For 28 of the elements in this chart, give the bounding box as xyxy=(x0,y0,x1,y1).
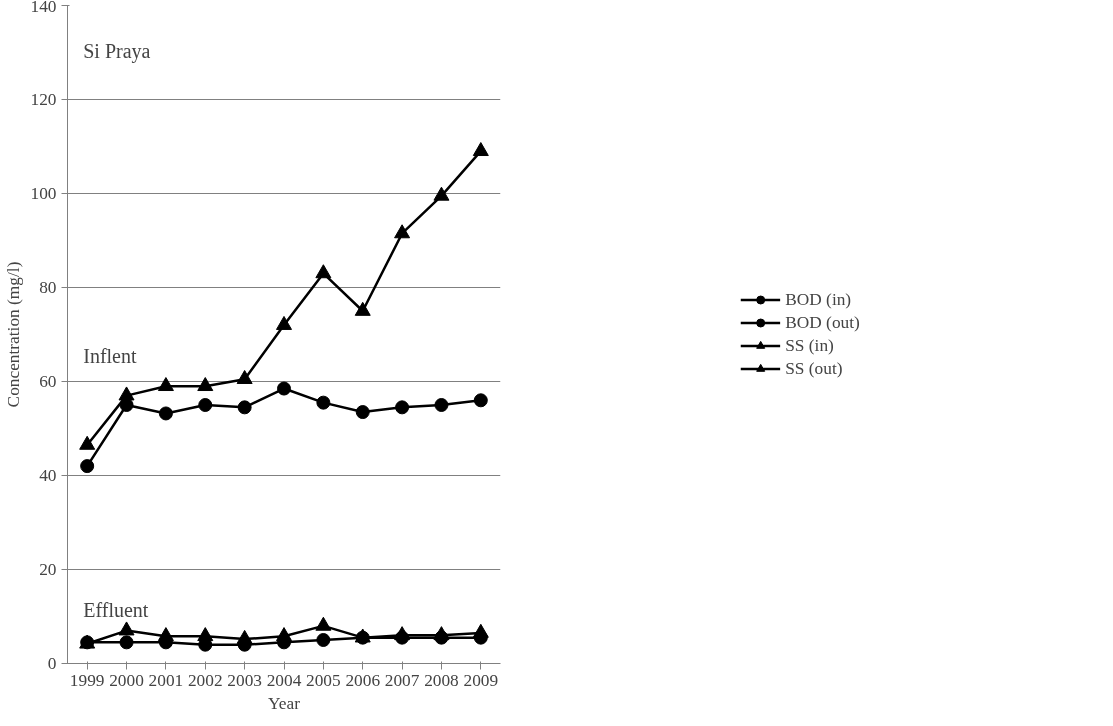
y-tick-label: 100 xyxy=(30,184,57,203)
y-tick-label: 20 xyxy=(39,560,57,579)
x-tick-label: 2005 xyxy=(306,670,341,690)
y-tick-label: 40 xyxy=(39,466,57,485)
legend-label: BOD (in) xyxy=(785,289,852,310)
y-tick-label: 0 xyxy=(47,654,57,673)
x-tick-label: 2006 xyxy=(345,670,381,690)
y-tick-label: 80 xyxy=(39,278,57,297)
annotation: Inflent xyxy=(83,345,137,368)
x-tick-label: 2000 xyxy=(109,670,144,690)
y-axis-title: Concentration (mg/l) xyxy=(3,261,23,408)
x-tick-label: 2004 xyxy=(266,670,302,690)
legend-label: SS (in) xyxy=(785,335,834,356)
legend-label: SS (out) xyxy=(785,358,843,379)
annotation: Si Praya xyxy=(83,39,151,63)
x-tick-label: 2002 xyxy=(187,670,223,690)
x-tick-label: 2009 xyxy=(463,670,499,690)
y-tick-label: 140 xyxy=(30,0,57,16)
x-tick-label: 2007 xyxy=(384,670,420,690)
x-tick-label: 2003 xyxy=(227,670,262,690)
x-axis-title: Year xyxy=(268,693,301,713)
y-tick-label: 120 xyxy=(30,90,57,109)
annotation: Effluent xyxy=(83,599,149,622)
y-tick-label: 60 xyxy=(39,372,57,391)
x-tick-label: 2008 xyxy=(424,670,459,690)
legend-label: BOD (out) xyxy=(785,312,860,333)
x-tick-label: 1999 xyxy=(69,670,105,690)
x-tick-label: 2001 xyxy=(148,670,184,690)
